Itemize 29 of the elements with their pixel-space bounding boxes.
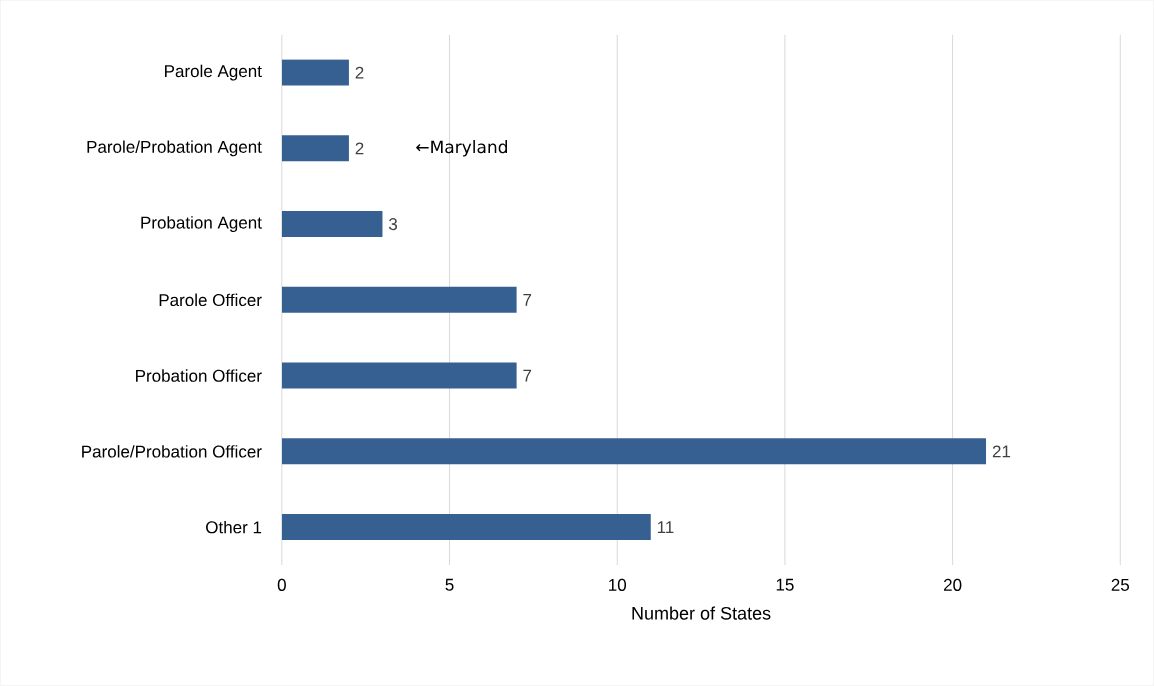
data-label: 7	[523, 294, 532, 306]
data-label: 2	[355, 66, 364, 79]
x-tick-label: 25	[1111, 578, 1130, 592]
bar	[281, 135, 349, 162]
data-label: 21	[992, 445, 1011, 458]
bar	[281, 438, 987, 465]
y-tick-label: Other 1	[206, 521, 262, 534]
bar	[281, 286, 517, 313]
data-label: 11	[657, 521, 674, 534]
x-tick-label: 20	[944, 578, 962, 592]
bar	[281, 514, 651, 541]
data-label: 3	[388, 218, 398, 231]
y-tick-label: Parole/Probation Officer	[82, 445, 262, 458]
y-tick-label: Probation Officer	[136, 369, 262, 382]
y-tick-label: Parole/Probation Agent	[87, 140, 262, 157]
bar	[281, 362, 517, 389]
data-label: 7	[523, 369, 532, 382]
data-label: 2	[355, 142, 364, 155]
x-axis-title: Number of States	[632, 606, 771, 620]
x-tick-label: 15	[776, 578, 794, 591]
bar	[281, 211, 383, 238]
bar	[281, 59, 349, 86]
y-tick-label: Parole Agent	[165, 64, 262, 81]
x-tick-label: 0	[277, 578, 286, 592]
x-tick-label: 5	[445, 578, 454, 591]
y-tick-label: Parole Officer	[159, 293, 262, 307]
annotation: ←Maryland	[416, 140, 507, 157]
y-tick-label: Probation Agent	[141, 216, 262, 233]
x-tick-label: 10	[609, 578, 627, 592]
